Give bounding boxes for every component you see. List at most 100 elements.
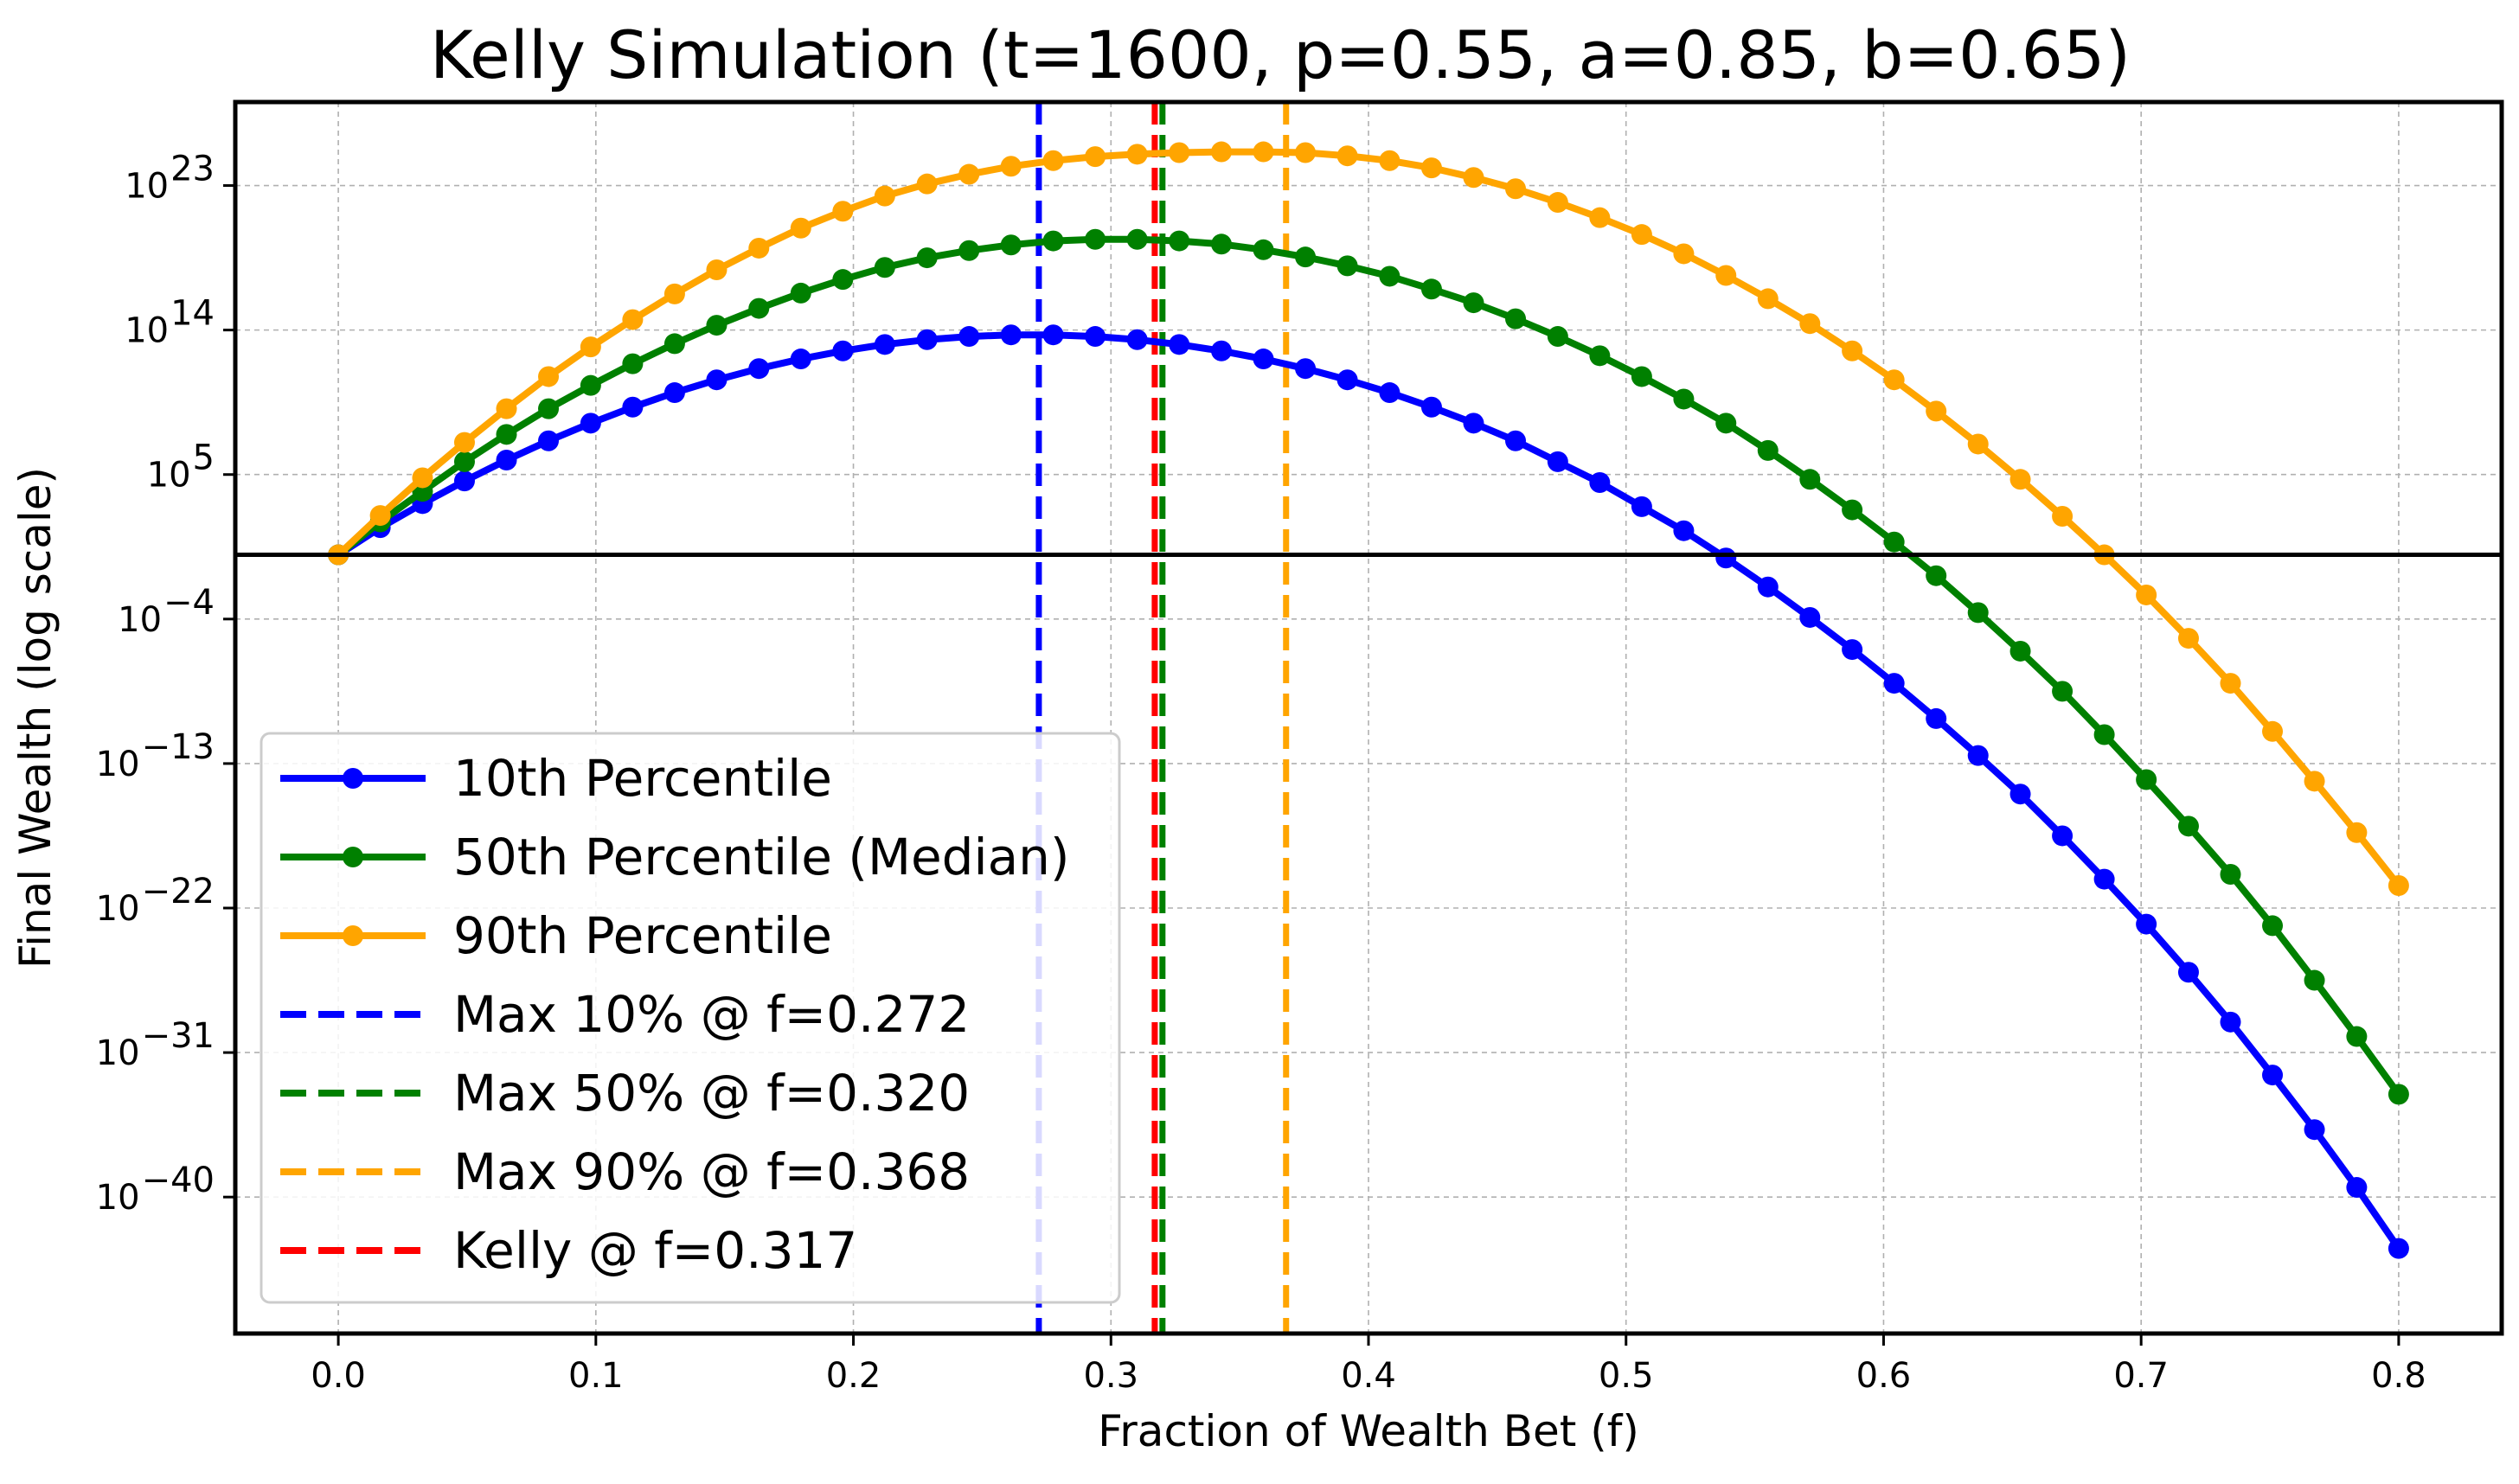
data-point bbox=[453, 432, 475, 453]
data-point bbox=[958, 326, 980, 348]
data-point bbox=[453, 470, 475, 492]
data-point bbox=[1842, 340, 1863, 361]
y-axis-label: Final Wealth (log scale) bbox=[10, 467, 61, 969]
data-point bbox=[1631, 224, 1652, 246]
data-point bbox=[1967, 433, 1989, 455]
data-point bbox=[2052, 681, 2074, 702]
data-point bbox=[1589, 472, 1611, 494]
x-tick-label: 0.1 bbox=[568, 1356, 624, 1396]
data-point bbox=[2093, 868, 2115, 890]
data-point bbox=[2304, 1119, 2325, 1141]
data-point bbox=[369, 505, 391, 527]
y-tick-base: 10 bbox=[96, 745, 140, 784]
data-point bbox=[1547, 326, 1568, 348]
data-point bbox=[1169, 230, 1190, 252]
data-point bbox=[2388, 1238, 2409, 1259]
data-point bbox=[1126, 228, 1148, 250]
data-point bbox=[2220, 673, 2241, 694]
data-point bbox=[1295, 246, 1317, 268]
data-point bbox=[1799, 606, 1821, 628]
legend-label: Kelly @ f=0.317 bbox=[453, 1221, 857, 1280]
data-point bbox=[1336, 255, 1358, 277]
data-point bbox=[2093, 724, 2115, 745]
y-tick-label: 10 −31 bbox=[96, 1016, 215, 1073]
y-tick-exponent: 14 bbox=[170, 294, 215, 334]
data-point bbox=[2136, 769, 2157, 790]
data-point bbox=[748, 237, 770, 259]
y-tick-label: 10 23 bbox=[125, 150, 215, 207]
data-point bbox=[1420, 278, 1442, 300]
data-series bbox=[328, 141, 2409, 1259]
data-point bbox=[2177, 628, 2199, 649]
data-point bbox=[2388, 875, 2409, 897]
data-point bbox=[580, 336, 601, 358]
data-point bbox=[1926, 565, 1947, 586]
data-point bbox=[1715, 413, 1737, 434]
data-point bbox=[622, 309, 644, 330]
data-point bbox=[1085, 326, 1106, 348]
data-point bbox=[2177, 816, 2199, 837]
data-point bbox=[2346, 1177, 2368, 1199]
data-point bbox=[622, 353, 644, 374]
data-point bbox=[1799, 313, 1821, 335]
data-point bbox=[874, 334, 895, 355]
data-point bbox=[1505, 430, 1527, 451]
data-point bbox=[2304, 771, 2325, 792]
chart-title: Kelly Simulation (t=1600, p=0.55, a=0.85… bbox=[430, 16, 2131, 93]
data-point bbox=[1505, 308, 1527, 329]
y-tick-base: 10 bbox=[125, 167, 169, 207]
legend-swatch-marker bbox=[343, 768, 363, 789]
data-point bbox=[1883, 369, 1905, 391]
data-point bbox=[874, 185, 895, 207]
y-tick-base: 10 bbox=[96, 1033, 140, 1073]
data-point bbox=[1967, 745, 1989, 766]
legend-label: Max 10% @ f=0.272 bbox=[453, 985, 970, 1044]
data-point bbox=[2262, 915, 2284, 937]
data-point bbox=[580, 374, 601, 396]
data-point bbox=[2052, 825, 2074, 847]
data-point bbox=[2136, 584, 2157, 605]
data-point bbox=[832, 201, 854, 222]
data-point bbox=[706, 369, 727, 391]
legend-label: Max 90% @ f=0.368 bbox=[453, 1142, 970, 1201]
data-point bbox=[496, 424, 517, 445]
data-point bbox=[790, 349, 811, 370]
data-point bbox=[1336, 145, 1358, 167]
data-point bbox=[1169, 334, 1190, 355]
grid-lines bbox=[235, 102, 2502, 1334]
data-point bbox=[1589, 345, 1611, 367]
data-point bbox=[1463, 292, 1484, 314]
y-tick-label: 10 14 bbox=[125, 294, 215, 351]
data-point bbox=[1379, 382, 1401, 404]
x-axis-label: Fraction of Wealth Bet (f) bbox=[1098, 1406, 1639, 1456]
x-tick-label: 0.8 bbox=[2371, 1356, 2426, 1396]
y-tick-exponent: 5 bbox=[193, 438, 215, 478]
data-point bbox=[538, 398, 560, 419]
legend-label: 10th Percentile bbox=[453, 749, 832, 808]
data-point bbox=[832, 340, 854, 361]
data-point bbox=[2262, 1065, 2284, 1086]
data-point bbox=[2346, 822, 2368, 843]
x-tick-label: 0.6 bbox=[1856, 1356, 1912, 1396]
data-point bbox=[663, 283, 685, 304]
data-point bbox=[2136, 913, 2157, 935]
data-point bbox=[663, 333, 685, 355]
data-point bbox=[1715, 265, 1737, 286]
data-point bbox=[1757, 576, 1779, 598]
legend-label: 90th Percentile bbox=[453, 906, 832, 965]
data-point bbox=[1757, 439, 1779, 461]
data-point bbox=[2009, 640, 2031, 662]
data-point bbox=[2262, 720, 2284, 742]
data-point bbox=[706, 259, 727, 281]
data-point bbox=[1000, 324, 1022, 346]
data-point bbox=[916, 247, 938, 269]
data-point bbox=[2220, 1011, 2241, 1033]
legend: 10th Percentile 50th Percentile (Median) 9… bbox=[260, 732, 1121, 1304]
data-point bbox=[2304, 969, 2325, 991]
y-tick-label: 10 −40 bbox=[96, 1161, 215, 1218]
data-point bbox=[1715, 547, 1737, 569]
legend-swatch-marker bbox=[343, 847, 363, 867]
data-point bbox=[2220, 864, 2241, 886]
data-point bbox=[1883, 531, 1905, 553]
